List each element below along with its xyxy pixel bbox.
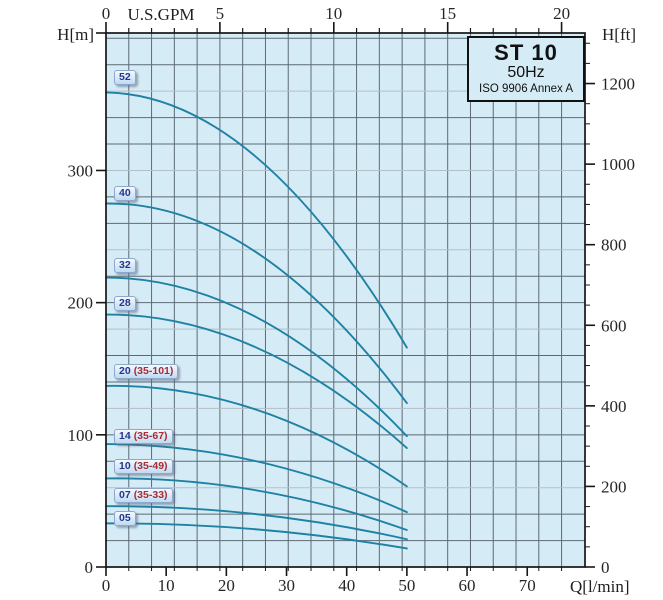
pump-curve bbox=[105, 443, 408, 514]
curve-label-14: 14 (35-67) bbox=[114, 428, 173, 444]
curve-stage-number: 10 bbox=[119, 460, 131, 473]
curve-label-40: 40 bbox=[114, 186, 136, 202]
bottom-axis-tick-label: 20 bbox=[218, 576, 235, 595]
bottom-axis-tick-label: 70 bbox=[519, 576, 536, 595]
right-axis-tick-label: 1000 bbox=[601, 155, 635, 174]
pump-curve bbox=[105, 276, 408, 438]
bottom-axis-tick-label: 40 bbox=[338, 576, 355, 595]
right-axis-tick-label: 200 bbox=[601, 477, 627, 496]
plot-background bbox=[106, 33, 585, 567]
bottom-axis-tick-label: 30 bbox=[278, 576, 295, 595]
bottom-axis-tick-label: 60 bbox=[459, 576, 476, 595]
title-box: ST 10 50Hz ISO 9906 Annex A bbox=[467, 36, 585, 102]
curve-label-07: 07 (35-33) bbox=[114, 488, 173, 504]
top-axis-tick-label: 20 bbox=[553, 4, 570, 23]
curve-range-code: (35-101) bbox=[133, 365, 174, 378]
right-axis-tick-label: 400 bbox=[601, 397, 627, 416]
pump-curve bbox=[105, 202, 408, 405]
pump-model-title: ST 10 bbox=[494, 40, 558, 65]
curve-label-32: 32 bbox=[114, 257, 136, 273]
pump-curve bbox=[105, 384, 408, 488]
pump-curve bbox=[105, 522, 408, 550]
frequency-label: 50Hz bbox=[507, 64, 545, 81]
top-axis-tick-label: 10 bbox=[325, 4, 342, 23]
left-axis-tick-label: 300 bbox=[68, 161, 94, 180]
bottom-axis-unit-label: Q[l/min] bbox=[570, 577, 630, 596]
curve-stage-number: 20 bbox=[119, 365, 131, 378]
curve-label-10: 10 (35-49) bbox=[114, 459, 173, 475]
left-axis-tick-label: 200 bbox=[68, 294, 94, 313]
curve-range-code: (35-49) bbox=[133, 460, 168, 473]
curve-stage-number: 52 bbox=[119, 70, 131, 83]
bottom-axis-tick-label: 0 bbox=[102, 576, 111, 595]
bottom-axis-tick-label: 50 bbox=[398, 576, 415, 595]
left-axis-tick-label: 100 bbox=[68, 426, 94, 445]
bottom-axis-tick-label: 10 bbox=[158, 576, 175, 595]
top-axis-unit-label: U.S.GPM bbox=[127, 5, 195, 24]
curve-range-code: (35-67) bbox=[133, 429, 168, 442]
curve-stage-number: 40 bbox=[119, 187, 131, 200]
pump-curve bbox=[105, 505, 408, 541]
curve-label-20: 20 (35-101) bbox=[114, 364, 179, 380]
right-axis-unit-label: H[ft] bbox=[602, 25, 636, 44]
pump-curve bbox=[105, 91, 408, 349]
curve-label-28: 28 bbox=[114, 295, 136, 311]
top-axis-tick-label: 5 bbox=[216, 4, 225, 23]
standard-label: ISO 9906 Annex A bbox=[479, 83, 573, 95]
curve-stage-number: 07 bbox=[119, 489, 131, 502]
curve-stage-number: 05 bbox=[119, 511, 131, 524]
left-axis-unit-label: H[m] bbox=[57, 25, 94, 44]
curve-range-code: (35-33) bbox=[133, 489, 168, 502]
curve-stage-number: 14 bbox=[119, 429, 131, 442]
curve-stage-number: 28 bbox=[119, 296, 131, 309]
axis-frame bbox=[105, 32, 586, 568]
curve-stage-number: 32 bbox=[119, 258, 131, 271]
right-axis-tick-label: 0 bbox=[601, 558, 610, 577]
left-axis-tick-label: 0 bbox=[85, 558, 94, 577]
right-axis-tick-label: 600 bbox=[601, 316, 627, 335]
pump-curve bbox=[105, 477, 408, 531]
right-axis-tick-label: 1200 bbox=[601, 75, 635, 94]
curve-label-05: 05 bbox=[114, 510, 136, 526]
top-axis-tick-label: 15 bbox=[439, 4, 456, 23]
curve-label-52: 52 bbox=[114, 69, 136, 85]
pump-curve bbox=[105, 313, 408, 449]
right-axis-tick-label: 800 bbox=[601, 236, 627, 255]
top-axis-tick-label: 0 bbox=[102, 4, 111, 23]
